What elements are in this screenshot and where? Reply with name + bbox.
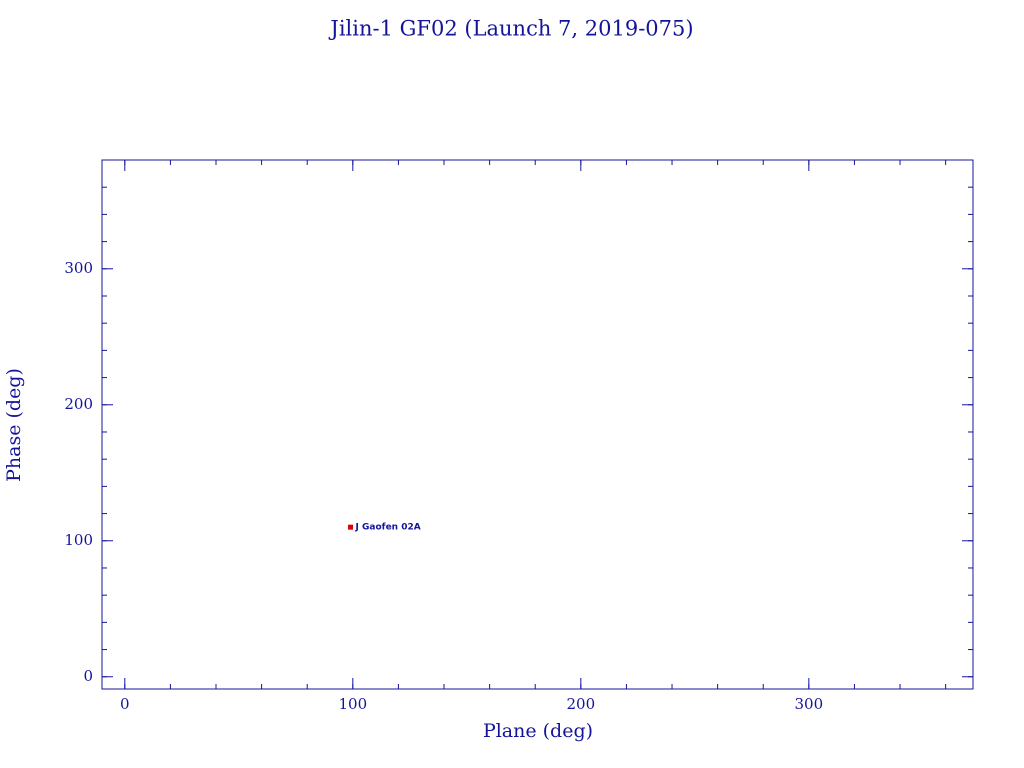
point-label: J Gaofen 02A: [355, 523, 421, 533]
x-tick-label: 0: [120, 695, 130, 713]
point: [348, 524, 354, 530]
y-tick-label: 300: [64, 259, 93, 277]
y-tick-label: 100: [64, 531, 93, 549]
y-tick-label: 0: [83, 667, 93, 685]
x-tick-label: 100: [338, 695, 367, 713]
y-tick-label: 200: [64, 395, 93, 413]
x-axis-label: Plane (deg): [483, 720, 593, 742]
y-axis-label: Phase (deg): [3, 368, 25, 482]
chart-title: Jilin-1 GF02 (Launch 7, 2019-075): [328, 17, 693, 41]
x-tick-label: 300: [795, 695, 824, 713]
plot-frame: [101, 159, 974, 690]
x-tick-label: 200: [567, 695, 596, 713]
